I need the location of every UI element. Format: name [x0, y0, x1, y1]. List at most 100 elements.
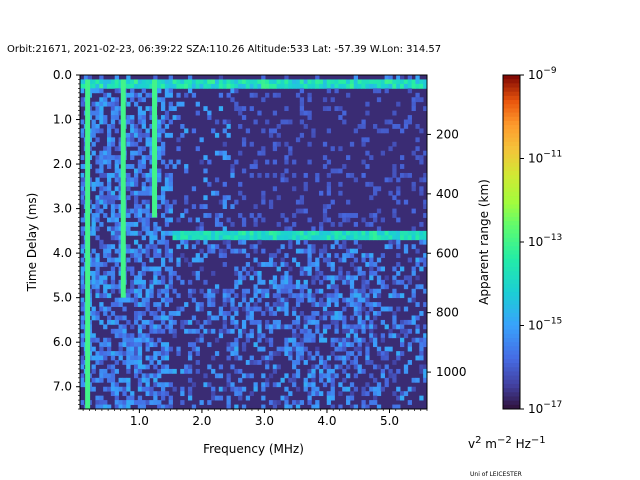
- heatmap-cell: [95, 262, 100, 267]
- heatmap-cell: [207, 110, 212, 116]
- heatmap-cell: [149, 355, 154, 361]
- heatmap-cell: [160, 315, 166, 321]
- heatmap-cell: [99, 150, 104, 156]
- heatmap-cell: [307, 253, 312, 258]
- heatmap-cell: [245, 288, 251, 294]
- heatmap-cell: [122, 404, 127, 410]
- heatmap-cell: [249, 213, 254, 218]
- heatmap-cell: [295, 319, 301, 325]
- heatmap-cell: [99, 373, 104, 379]
- colorbar-segment: [503, 338, 520, 343]
- heatmap-cell: [257, 328, 262, 334]
- heatmap-cell: [319, 360, 324, 365]
- heatmap-cell: [299, 293, 305, 299]
- heatmap-cell: [164, 342, 170, 348]
- heatmap-cell: [99, 377, 104, 383]
- heatmap-cell: [211, 328, 216, 334]
- heatmap-cell: [415, 302, 420, 307]
- heatmap-cell: [114, 382, 119, 388]
- heatmap-cell: [226, 400, 231, 405]
- heatmap-cell: [307, 235, 312, 241]
- heatmap-cell: [168, 346, 173, 352]
- heatmap-cell: [172, 115, 177, 120]
- heatmap-cell: [376, 88, 382, 94]
- heatmap-cell: [95, 195, 100, 201]
- heatmap-cell: [157, 391, 162, 397]
- heatmap-cell: [180, 230, 185, 236]
- heatmap-cell: [164, 293, 170, 299]
- heatmap-cell: [361, 235, 366, 241]
- heatmap-cell: [299, 328, 305, 334]
- heatmap-cell: [126, 244, 131, 250]
- heatmap-cell: [299, 337, 305, 343]
- heatmap-cell: [180, 101, 185, 107]
- heatmap-cell: [403, 83, 409, 89]
- heatmap-cell: [160, 235, 166, 241]
- heatmap-cell: [365, 279, 370, 285]
- heatmap-cell: [253, 257, 258, 263]
- heatmap-cell: [288, 244, 293, 250]
- heatmap-cell: [195, 302, 200, 307]
- heatmap-cell: [168, 177, 173, 183]
- heatmap-cell: [407, 297, 412, 303]
- heatmap-cell: [238, 123, 243, 129]
- heatmap-cell: [361, 253, 366, 258]
- heatmap-cell: [284, 253, 289, 258]
- heatmap-cell: [407, 275, 412, 281]
- heatmap-cell: [272, 319, 278, 325]
- heatmap-cell: [95, 377, 100, 383]
- colorbar-segment: [503, 196, 520, 201]
- heatmap-cell: [118, 279, 123, 285]
- heatmap-cell: [265, 355, 270, 361]
- heatmap-cell: [392, 315, 397, 321]
- heatmap-cell: [172, 333, 177, 339]
- heatmap-cell: [83, 75, 89, 80]
- heatmap-cell: [384, 377, 389, 383]
- heatmap-cell: [149, 181, 154, 187]
- heatmap-cell: [99, 172, 104, 178]
- heatmap-cell: [211, 244, 216, 250]
- heatmap-cell: [307, 355, 312, 361]
- heatmap-cell: [346, 400, 351, 405]
- heatmap-cell: [95, 266, 100, 272]
- heatmap-cell: [226, 328, 231, 334]
- heatmap-cell: [80, 79, 85, 85]
- heatmap-cell: [369, 230, 374, 236]
- heatmap-cell: [419, 337, 424, 343]
- heatmap-cell: [334, 324, 339, 330]
- heatmap-cell: [384, 88, 389, 94]
- heatmap-cell: [292, 319, 297, 325]
- heatmap-cell: [261, 217, 266, 223]
- heatmap-cell: [160, 79, 166, 85]
- colorbar-segment: [503, 367, 520, 372]
- heatmap-cell: [157, 266, 162, 272]
- heatmap-cell: [133, 132, 139, 138]
- heatmap-cell: [272, 235, 278, 241]
- heatmap-cell: [184, 164, 189, 169]
- heatmap-cell: [369, 79, 374, 85]
- heatmap-cell: [168, 253, 173, 258]
- heatmap-cell: [214, 190, 220, 196]
- heatmap-cell: [180, 324, 185, 330]
- heatmap-cell: [234, 293, 239, 299]
- heatmap-cell: [80, 306, 85, 312]
- heatmap-cell: [160, 239, 166, 245]
- heatmap-cell: [114, 328, 119, 334]
- heatmap-cell: [95, 137, 100, 143]
- heatmap-cell: [80, 132, 85, 138]
- heatmap-cell: [222, 253, 227, 258]
- heatmap-cell: [326, 128, 332, 134]
- heatmap-cell: [103, 92, 108, 98]
- heatmap-cell: [149, 190, 154, 196]
- heatmap-cell: [145, 302, 150, 307]
- heatmap-cell: [253, 284, 258, 290]
- heatmap-cell: [168, 88, 173, 94]
- heatmap-cell: [303, 333, 308, 339]
- heatmap-cell: [349, 395, 355, 401]
- heatmap-cell: [222, 297, 227, 303]
- heatmap-cell: [322, 364, 328, 370]
- vertical-streak: [152, 79, 158, 218]
- heatmap-cell: [103, 155, 108, 161]
- heatmap-cell: [342, 79, 347, 85]
